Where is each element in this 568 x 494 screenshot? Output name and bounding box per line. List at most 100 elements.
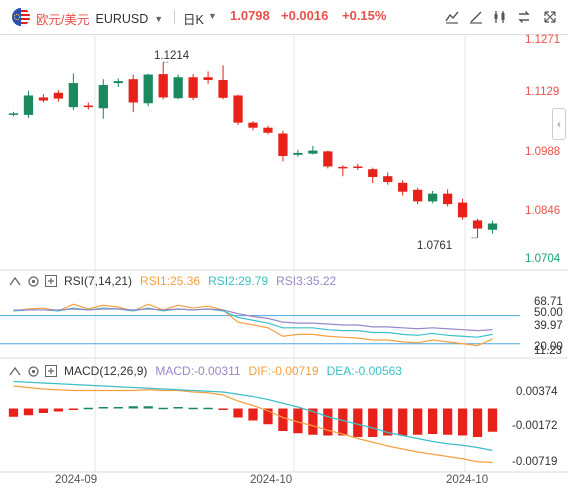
candle	[353, 166, 363, 168]
candle	[98, 85, 108, 109]
macd-bar	[38, 408, 49, 413]
draw-line-icon[interactable]	[467, 8, 485, 26]
rsi1-value: RSI1:25.36	[140, 274, 201, 288]
candle	[487, 223, 498, 230]
candle	[143, 74, 153, 104]
period-dropdown-icon[interactable]: ▼	[208, 11, 217, 21]
price-axis-label: 1.0988	[525, 146, 561, 158]
macd-value: MACD:-0.00311	[155, 364, 241, 378]
macd-bar	[53, 408, 64, 412]
macd-bar	[233, 408, 243, 418]
candle	[23, 95, 34, 115]
macd-bar	[23, 408, 34, 416]
dea-line	[13, 380, 493, 452]
rsi-line-2	[13, 307, 493, 338]
symbol-code: EURUSD	[95, 11, 149, 26]
symbol-dropdown-icon[interactable]: ▼	[154, 13, 164, 24]
x-axis-label: 2024-10	[250, 474, 293, 486]
macd-bar	[383, 408, 393, 436]
rsi-line-3	[13, 308, 493, 332]
macd-bar	[113, 407, 123, 409]
rsi-axis-label: 20.00	[534, 341, 563, 353]
rsi-axis-label: 68.71	[534, 296, 563, 308]
price-change: +0.0016	[281, 8, 329, 23]
candle	[398, 182, 408, 192]
x-axis-label: 2024-10	[446, 474, 489, 486]
expand-axis-button[interactable]: ‹	[552, 108, 566, 140]
price-change-percent: +0.15%	[342, 8, 387, 23]
candle	[293, 152, 303, 155]
candle	[472, 220, 483, 229]
period-selector[interactable]: 日K	[183, 13, 204, 27]
candle	[233, 95, 243, 123]
candle	[413, 189, 423, 202]
symbol-chinese-name: 欧元/美元	[36, 13, 90, 27]
macd-axis-label: -0.00719	[512, 456, 558, 468]
add-indicator-icon[interactable]	[44, 364, 58, 378]
macd-title: MACD(12,26,9)	[64, 364, 148, 378]
collapse-icon[interactable]	[8, 364, 22, 378]
macd-bar	[308, 408, 318, 435]
fullscreen-icon[interactable]	[541, 8, 559, 26]
macd-bar	[263, 408, 273, 425]
macd-bar	[338, 408, 348, 436]
candle	[158, 74, 168, 98]
macd-bar	[143, 406, 153, 409]
symbol-selector[interactable]: 欧元/美元 EURUSD ▼	[36, 9, 163, 28]
macd-bar	[83, 407, 93, 410]
macd-bar	[293, 408, 303, 434]
candle	[263, 127, 273, 133]
collapse-icon[interactable]	[8, 274, 22, 288]
macd-axis-label: -0.00172	[512, 420, 558, 432]
add-indicator-icon[interactable]	[44, 274, 58, 288]
candle	[427, 193, 438, 202]
candle	[308, 150, 318, 154]
candle	[278, 133, 288, 157]
candle	[323, 151, 333, 167]
candle	[218, 79, 228, 98]
price-axis-label: 1.0704	[525, 253, 561, 265]
rsi2-value: RSI2:29.79	[208, 274, 269, 288]
candle	[8, 113, 19, 115]
indicator-icon[interactable]	[491, 8, 509, 26]
high-price-label: 1.1214	[154, 50, 190, 62]
macd-bar	[487, 408, 498, 432]
macd-bar	[427, 408, 438, 434]
header-separator	[0, 34, 568, 35]
candle	[128, 79, 138, 103]
macd-bar	[398, 408, 408, 436]
macd-bar	[278, 408, 288, 431]
rsi-legend: RSI(7,14,21) RSI1:25.36 RSI2:29.79 RSI3:…	[8, 274, 344, 288]
last-price: 1.0798	[230, 8, 270, 23]
chart-header: 欧元/美元 EURUSD ▼ 日K ▼ 1.0798 +0.0016 +0.15…	[0, 0, 568, 34]
price-axis-label: 1.1129	[525, 86, 560, 98]
macd-axis-label: 0.00374	[516, 386, 558, 398]
eu-us-flag-icon	[12, 8, 30, 26]
candle	[203, 77, 213, 80]
candle	[457, 202, 468, 218]
rsi-line-1	[13, 303, 493, 347]
macd-bar	[368, 408, 378, 437]
price-axis-label: 1.0846	[525, 205, 561, 217]
rsi-axis-label: 11.23	[534, 345, 562, 357]
rsi-title: RSI(7,14,21)	[64, 274, 133, 288]
macd-bar	[68, 408, 79, 410]
settings-icon[interactable]	[26, 274, 40, 288]
low-price-label: 1.0761	[417, 240, 453, 252]
header-divider	[174, 10, 175, 24]
macd-bar	[8, 408, 19, 417]
dif-value: DIF:-0.00719	[248, 364, 319, 378]
macd-bar	[457, 408, 468, 436]
macd-bar	[188, 407, 198, 410]
candle	[248, 122, 258, 128]
macd-bar	[128, 406, 138, 409]
compare-icon[interactable]	[515, 8, 533, 26]
candle	[442, 193, 453, 205]
candle	[38, 97, 49, 101]
dif-line	[13, 385, 493, 464]
settings-icon[interactable]	[26, 364, 40, 378]
macd-bar	[413, 408, 423, 435]
macd-bar	[218, 408, 228, 410]
chart-type-icon[interactable]	[443, 8, 461, 26]
